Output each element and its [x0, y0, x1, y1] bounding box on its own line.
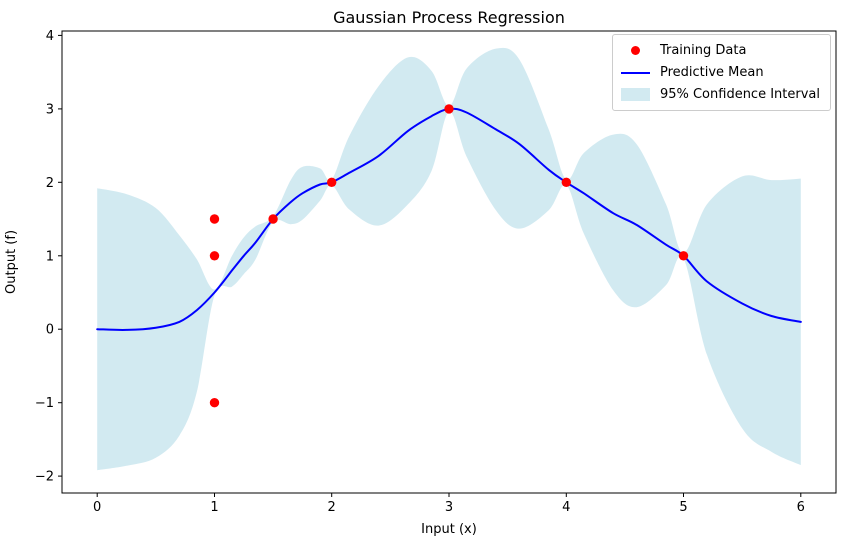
- training-data-marker-icon: [621, 46, 651, 55]
- plot-area: 0 1 2 3 4 5 6 −2 −1 0 1 2 3 4: [35, 29, 837, 515]
- x-tick-label: 2: [328, 500, 336, 515]
- y-tick-label: 2: [46, 176, 54, 191]
- predictive-mean-line-icon: [621, 71, 651, 74]
- y-tick-label: −2: [35, 470, 54, 485]
- legend-item-label: Training Data: [659, 43, 747, 58]
- training-point: [327, 177, 337, 187]
- training-point: [209, 251, 220, 261]
- y-tick-label: 1: [46, 249, 54, 264]
- legend-item-confidence-interval: 95% Confidence Interval: [621, 87, 820, 102]
- x-axis-label: Input (x): [421, 522, 477, 537]
- training-point: [209, 214, 220, 224]
- y-tick-label: 4: [46, 29, 54, 44]
- training-point: [268, 214, 278, 224]
- x-tick-label: 6: [797, 500, 805, 515]
- chart-title: Gaussian Process Regression: [333, 8, 565, 27]
- y-tick-label: 0: [46, 323, 54, 338]
- legend-item-training-data: Training Data: [621, 43, 820, 58]
- y-tick-label: −1: [35, 396, 54, 411]
- x-tick-label: 4: [562, 500, 570, 515]
- legend-item-predictive-mean: Predictive Mean: [621, 65, 820, 80]
- y-axis-label: Output (f): [4, 230, 19, 294]
- y-tick-label: 3: [46, 102, 54, 117]
- training-point: [561, 177, 571, 187]
- training-point: [444, 104, 454, 114]
- confidence-band: [97, 47, 801, 471]
- x-tick-label: 5: [679, 500, 687, 515]
- legend: Training Data Predictive Mean 95% Confid…: [611, 34, 831, 111]
- legend-item-label: 95% Confidence Interval: [659, 87, 820, 102]
- legend-item-label: Predictive Mean: [659, 65, 764, 80]
- training-point: [209, 398, 220, 408]
- confidence-interval-patch-icon: [621, 88, 651, 101]
- predictive-mean-line: [96, 107, 802, 331]
- training-point: [678, 251, 689, 261]
- x-tick-label: 0: [93, 500, 101, 515]
- x-tick-label: 3: [445, 500, 453, 515]
- x-tick-label: 1: [210, 500, 218, 515]
